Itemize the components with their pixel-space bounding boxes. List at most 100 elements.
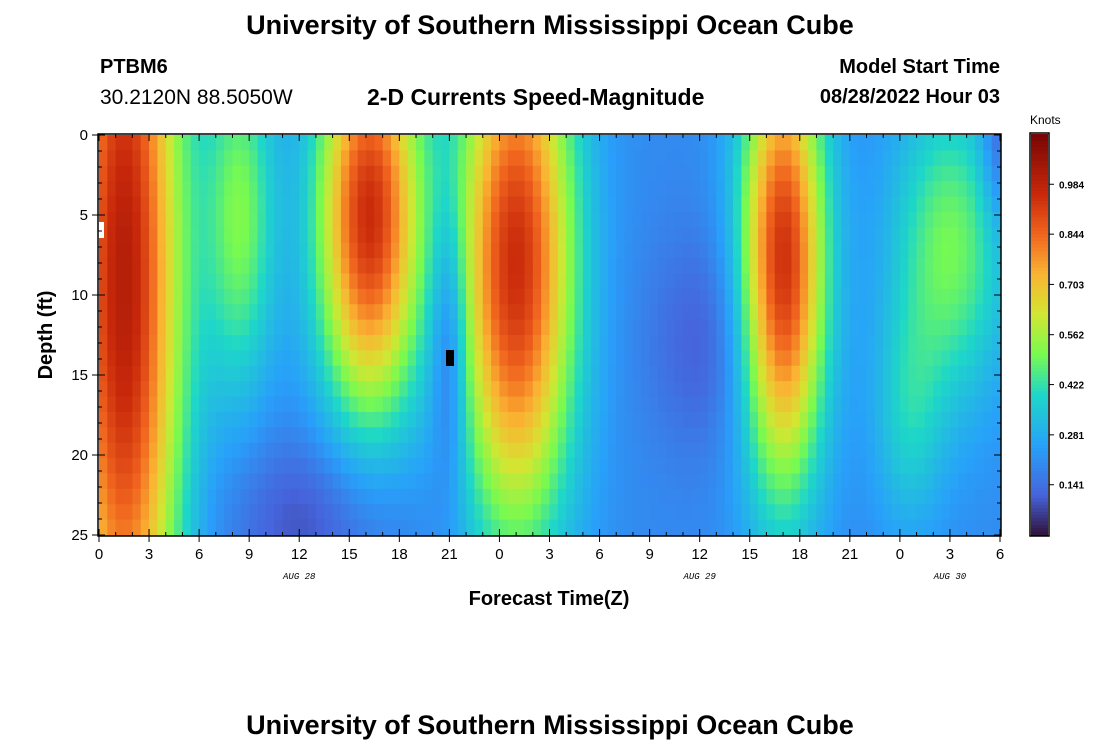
heatmap-cell	[374, 319, 384, 336]
heatmap-cell	[499, 165, 509, 182]
heatmap-cell	[482, 504, 492, 521]
colorbar-segment	[1031, 524, 1048, 529]
heatmap-cell	[365, 350, 375, 367]
heatmap-cell	[457, 150, 467, 167]
heatmap-cell	[899, 396, 909, 413]
heatmap-cell	[99, 258, 108, 275]
heatmap-cell	[808, 365, 818, 382]
heatmap-cell	[724, 473, 734, 490]
heatmap-cell	[674, 319, 684, 336]
heatmap-cell	[624, 350, 634, 367]
heatmap-cell	[774, 304, 784, 321]
heatmap-cell	[916, 165, 926, 182]
heatmap-cell	[624, 488, 634, 505]
heatmap-cell	[549, 227, 559, 244]
heatmap-cell	[699, 504, 709, 521]
colorbar-segment	[1031, 194, 1048, 199]
heatmap-cell	[491, 304, 501, 321]
heatmap-cell	[591, 335, 601, 351]
heatmap-cell	[749, 427, 759, 444]
heatmap-cell	[140, 396, 150, 413]
heatmap-cell	[841, 319, 851, 336]
heatmap-cell	[416, 365, 425, 382]
heatmap-cell	[816, 273, 826, 290]
heatmap-cell	[290, 350, 300, 367]
heatmap-cell	[649, 519, 659, 536]
heatmap-cell	[157, 335, 167, 351]
heatmap-cell	[641, 488, 651, 505]
heatmap-cell	[783, 411, 793, 428]
heatmap-cell	[666, 242, 676, 259]
heatmap-cell	[991, 504, 1001, 521]
heatmap-cell	[766, 365, 776, 382]
heatmap-cell	[566, 181, 576, 198]
heatmap-cell	[649, 242, 659, 259]
heatmap-cell	[224, 473, 234, 490]
heatmap-cell	[365, 211, 375, 228]
colorbar-segment	[1031, 154, 1048, 158]
heatmap-cell	[966, 473, 976, 490]
heatmap-cell	[924, 442, 934, 459]
heatmap-cell	[491, 135, 501, 151]
heatmap-cell	[374, 442, 384, 459]
heatmap-cell	[382, 242, 392, 259]
heatmap-cell	[591, 381, 601, 398]
heatmap-cell	[708, 411, 717, 428]
heatmap-cell	[974, 181, 984, 198]
heatmap-cell	[649, 288, 659, 305]
heatmap-cell	[207, 504, 217, 521]
heatmap-cell	[349, 150, 359, 167]
heatmap-cell	[357, 350, 367, 367]
colorbar-segment	[1031, 287, 1048, 292]
heatmap-cell	[741, 196, 751, 213]
heatmap-cell	[107, 442, 117, 459]
heatmap-cell	[557, 458, 567, 475]
heatmap-cell	[491, 288, 501, 305]
heatmap-cell	[290, 365, 300, 382]
heatmap-cell	[566, 258, 576, 275]
heatmap-cell	[182, 411, 192, 428]
heatmap-cell	[482, 196, 492, 213]
heatmap-cell	[883, 458, 893, 475]
heatmap-cell	[332, 335, 342, 351]
heatmap-cell	[641, 258, 651, 275]
heatmap-cell	[674, 150, 684, 167]
heatmap-cell	[432, 273, 442, 290]
heatmap-cell	[724, 411, 734, 428]
heatmap-cell	[699, 519, 709, 536]
heatmap-cell	[949, 242, 959, 259]
heatmap-cell	[382, 227, 392, 244]
heatmap-cell	[958, 165, 968, 182]
heatmap-cell	[974, 519, 984, 536]
heatmap-cell	[566, 335, 576, 351]
heatmap-cell	[741, 519, 751, 536]
heatmap-cell	[382, 335, 392, 351]
heatmap-cell	[858, 396, 868, 413]
heatmap-cell	[132, 427, 142, 444]
colorbar-segment	[1031, 264, 1048, 269]
heatmap-cell	[674, 227, 684, 244]
heatmap-cell	[974, 258, 984, 275]
heatmap-cell	[716, 427, 726, 444]
heatmap-cell	[774, 196, 784, 213]
heatmap-cell	[224, 273, 234, 290]
heatmap-cell	[607, 427, 617, 444]
heatmap-cell	[457, 365, 467, 382]
heatmap-cell	[791, 381, 801, 398]
heatmap-cell	[499, 319, 509, 336]
heatmap-cell	[382, 258, 392, 275]
heatmap-cell	[290, 519, 300, 536]
heatmap-cell	[557, 273, 567, 290]
heatmap-cell	[566, 473, 576, 490]
heatmap-cell	[499, 288, 509, 305]
heatmap-cell	[682, 211, 692, 228]
heatmap-cell	[699, 442, 709, 459]
heatmap-cell	[666, 458, 676, 475]
heatmap-cell	[557, 227, 567, 244]
heatmap-cell	[616, 135, 626, 151]
heatmap-cell	[115, 211, 125, 228]
heatmap-cell	[632, 181, 642, 198]
heatmap-cell	[724, 304, 734, 321]
heatmap-cell	[582, 165, 592, 182]
heatmap-cell	[157, 519, 167, 536]
